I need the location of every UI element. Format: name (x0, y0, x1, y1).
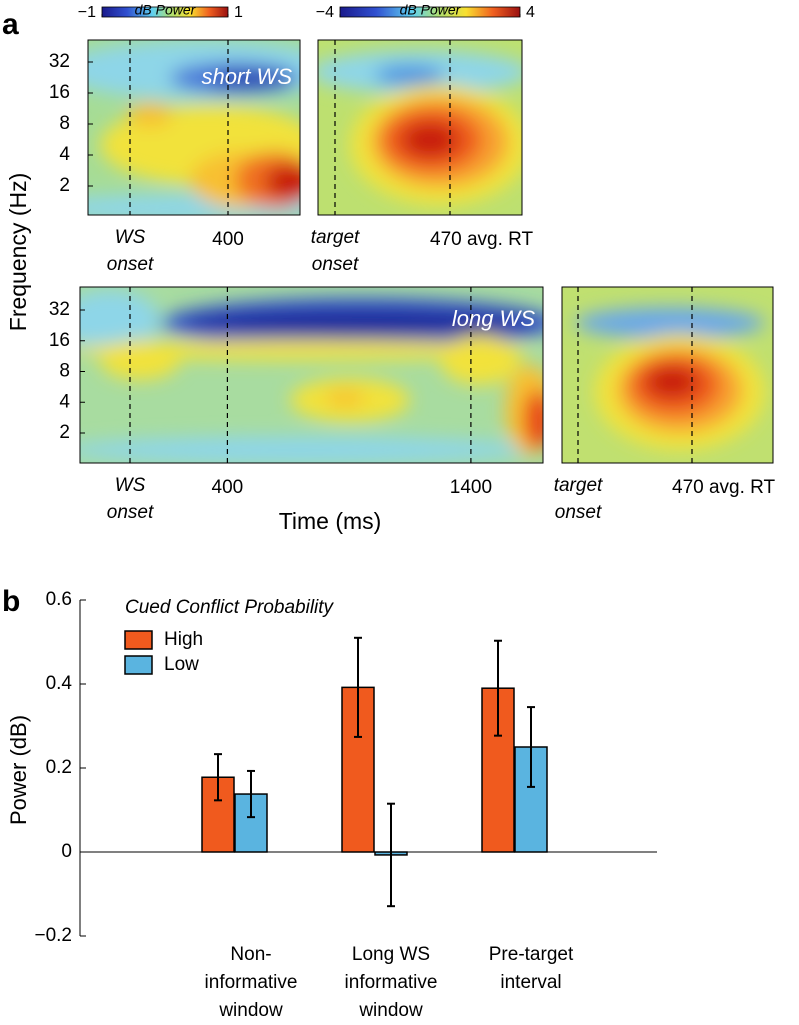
panel-label: a (2, 8, 19, 41)
y-tick-label: −0.2 (34, 925, 72, 946)
heatmap-blob (575, 307, 765, 339)
onset-label: onset (555, 502, 602, 523)
heatmap-blob (402, 122, 458, 158)
x-tick-label: informative (345, 972, 438, 993)
colorbar-title: dB Power (135, 2, 197, 18)
heatmap-blob (80, 340, 530, 360)
y-tick-label: 16 (49, 330, 70, 351)
x-tick-label: Long WS (352, 944, 430, 965)
y-tick-label: 2 (59, 422, 70, 443)
x-tick-label: informative (205, 972, 298, 993)
y-tick-label: 0.2 (46, 757, 72, 778)
panel-frame (79, 286, 544, 464)
heatmap-blobs (88, 40, 300, 215)
y-tick-label: 4 (59, 391, 70, 412)
x-tick-label: window (218, 1000, 283, 1021)
x-tick-label: window (358, 1000, 423, 1021)
condition-label: long WS (452, 306, 535, 331)
heatmap-blob (180, 308, 540, 336)
condition-label: short WS (202, 64, 293, 89)
y-tick-label: 0.6 (46, 589, 72, 610)
panel-frame (317, 39, 523, 216)
colorbar-title: dB Power (400, 2, 462, 18)
y-tick-label: 0 (61, 841, 72, 862)
legend-swatch (124, 655, 153, 675)
heatmap-blob (375, 65, 445, 85)
heatmap-blobs (318, 50, 522, 205)
event-label: 470 avg. RT (430, 229, 534, 250)
legend-label: Low (164, 654, 199, 675)
onset-label: onset (107, 502, 154, 523)
heatmap-blob (210, 70, 290, 90)
y-tick-label: 32 (49, 51, 70, 72)
heatmap (318, 40, 522, 215)
onset-label: WS (115, 475, 146, 496)
onset-label: target (311, 227, 360, 248)
colorbar-tick-label: −4 (316, 4, 334, 21)
y-tick-label: 8 (59, 113, 70, 134)
onset-label: onset (312, 254, 359, 275)
heatmap-blob (646, 366, 698, 398)
panel-frame (561, 286, 774, 464)
heatmap-blob (80, 436, 540, 463)
legend-swatch (124, 630, 153, 650)
heatmap-blobs (575, 307, 765, 450)
legend-title: Cued Conflict Probability (125, 597, 335, 618)
heatmap (80, 287, 543, 463)
event-label: 470 avg. RT (672, 477, 776, 498)
y-tick-label: 8 (59, 361, 70, 382)
heatmap-blob (440, 335, 520, 385)
y-tick-label: 0.4 (46, 673, 73, 694)
x-tick-label: 1400 (450, 477, 492, 498)
heatmap (562, 287, 773, 463)
heatmap-blob (265, 164, 300, 200)
x-tick-label: Non- (230, 944, 271, 965)
colorbar-tick-label: 4 (526, 4, 535, 21)
y-axis-title: Frequency (Hz) (5, 173, 31, 331)
colorbar-tick-label: 1 (234, 4, 243, 21)
colorbar (101, 6, 229, 18)
legend-label: High (164, 629, 203, 650)
y-tick-label: 4 (59, 144, 70, 165)
y-tick-label: 32 (49, 299, 70, 320)
panel-frame (87, 39, 301, 216)
x-tick-label: interval (500, 972, 561, 993)
y-tick-label: 16 (49, 82, 70, 103)
panel-label: b (2, 585, 20, 618)
onset-label: onset (107, 254, 154, 275)
heatmap-blob (524, 390, 543, 450)
x-tick-label: Pre-target (489, 944, 574, 965)
x-tick-label: 400 (212, 477, 244, 498)
heatmap (88, 40, 300, 215)
heatmap-blobs (80, 290, 543, 463)
onset-label: target (554, 475, 603, 496)
onset-label: WS (115, 227, 146, 248)
x-axis-title: Time (ms) (279, 508, 382, 534)
y-axis-title: Power (dB) (6, 715, 31, 825)
heatmap-blob (80, 290, 160, 350)
colorbar (339, 6, 521, 18)
heatmap-blob (128, 103, 172, 127)
heatmap-blob (325, 390, 365, 406)
heatmap-blob (100, 340, 180, 380)
colorbar-tick-label: −1 (78, 4, 96, 21)
x-tick-label: 400 (212, 229, 244, 250)
y-tick-label: 2 (59, 175, 70, 196)
